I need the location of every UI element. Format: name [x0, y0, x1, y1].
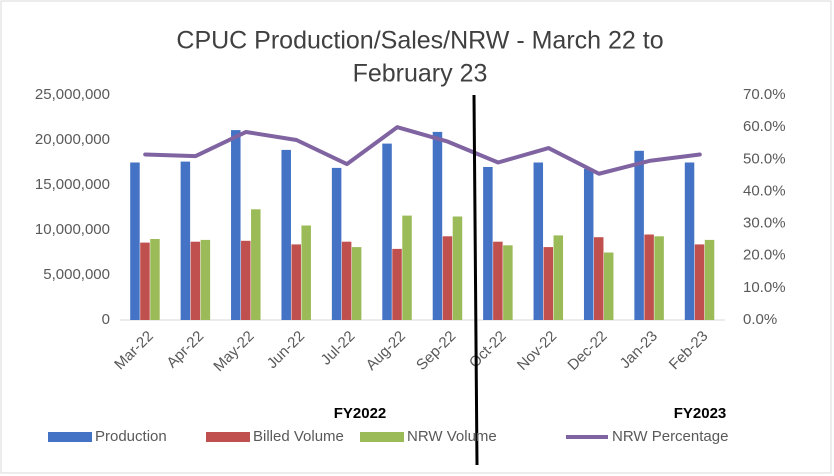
legend-label: Production [95, 428, 167, 445]
bar [452, 216, 463, 320]
bar [251, 209, 261, 320]
bar [331, 167, 342, 320]
bar [392, 248, 402, 320]
bar [231, 130, 241, 320]
y-tick-label: 15,000,000 [35, 176, 110, 193]
bar [291, 244, 301, 320]
bar [140, 242, 150, 320]
bar [583, 168, 594, 320]
bar [684, 162, 695, 320]
bar [351, 247, 362, 320]
bar [382, 143, 392, 320]
line [143, 125, 702, 176]
bar [543, 247, 554, 320]
bar [281, 149, 291, 320]
y-tick-label: 10,000,000 [35, 221, 110, 238]
bar [644, 234, 654, 320]
divider [472, 94, 479, 466]
y-tick-label: 25,000,000 [35, 86, 110, 103]
legend-swatch [360, 432, 404, 442]
y2-tick-label: 10.0% [743, 279, 786, 296]
bar [341, 241, 352, 320]
legend-label: Billed Volume [253, 428, 344, 445]
bar [694, 244, 705, 320]
bar [483, 167, 493, 320]
bar [654, 236, 664, 320]
chart-title: CPUC Production/Sales/NRW - March 22 to [176, 27, 663, 55]
legend-label: NRW Volume [407, 428, 497, 445]
y2-tick-label: 60.0% [743, 118, 786, 135]
chart-title: February 23 [353, 60, 488, 88]
y2-tick-label: 20.0% [743, 247, 786, 264]
bar [533, 162, 544, 320]
bar [442, 236, 453, 320]
bar [432, 131, 443, 320]
legend-label: NRW Percentage [612, 428, 728, 445]
bar [503, 245, 513, 320]
bar [301, 225, 311, 320]
y-tick-label: 20,000,000 [35, 131, 110, 148]
bar [553, 235, 564, 320]
y2-tick-label: 40.0% [743, 182, 786, 199]
bar [402, 215, 412, 320]
annotation: FY2022 [334, 405, 387, 422]
annotation: FY2023 [674, 405, 727, 422]
y2-tick-label: 70.0% [743, 86, 786, 103]
bar [593, 237, 604, 320]
bar [241, 240, 251, 320]
legend-swatch [206, 432, 250, 442]
bar [603, 252, 614, 320]
bar [704, 239, 715, 320]
y2-tick-label: 0.0% [743, 311, 777, 328]
bar [634, 150, 644, 320]
y2-tick-label: 30.0% [743, 215, 786, 232]
bar [180, 161, 191, 320]
bar [493, 241, 503, 320]
legend-swatch [48, 432, 92, 442]
y-tick-label: 5,000,000 [43, 266, 110, 283]
bar [150, 239, 160, 320]
bar [130, 162, 140, 320]
y2-tick-label: 50.0% [743, 150, 786, 167]
bar [200, 239, 211, 320]
y-tick-label: 0 [102, 311, 110, 328]
bar [190, 241, 201, 320]
